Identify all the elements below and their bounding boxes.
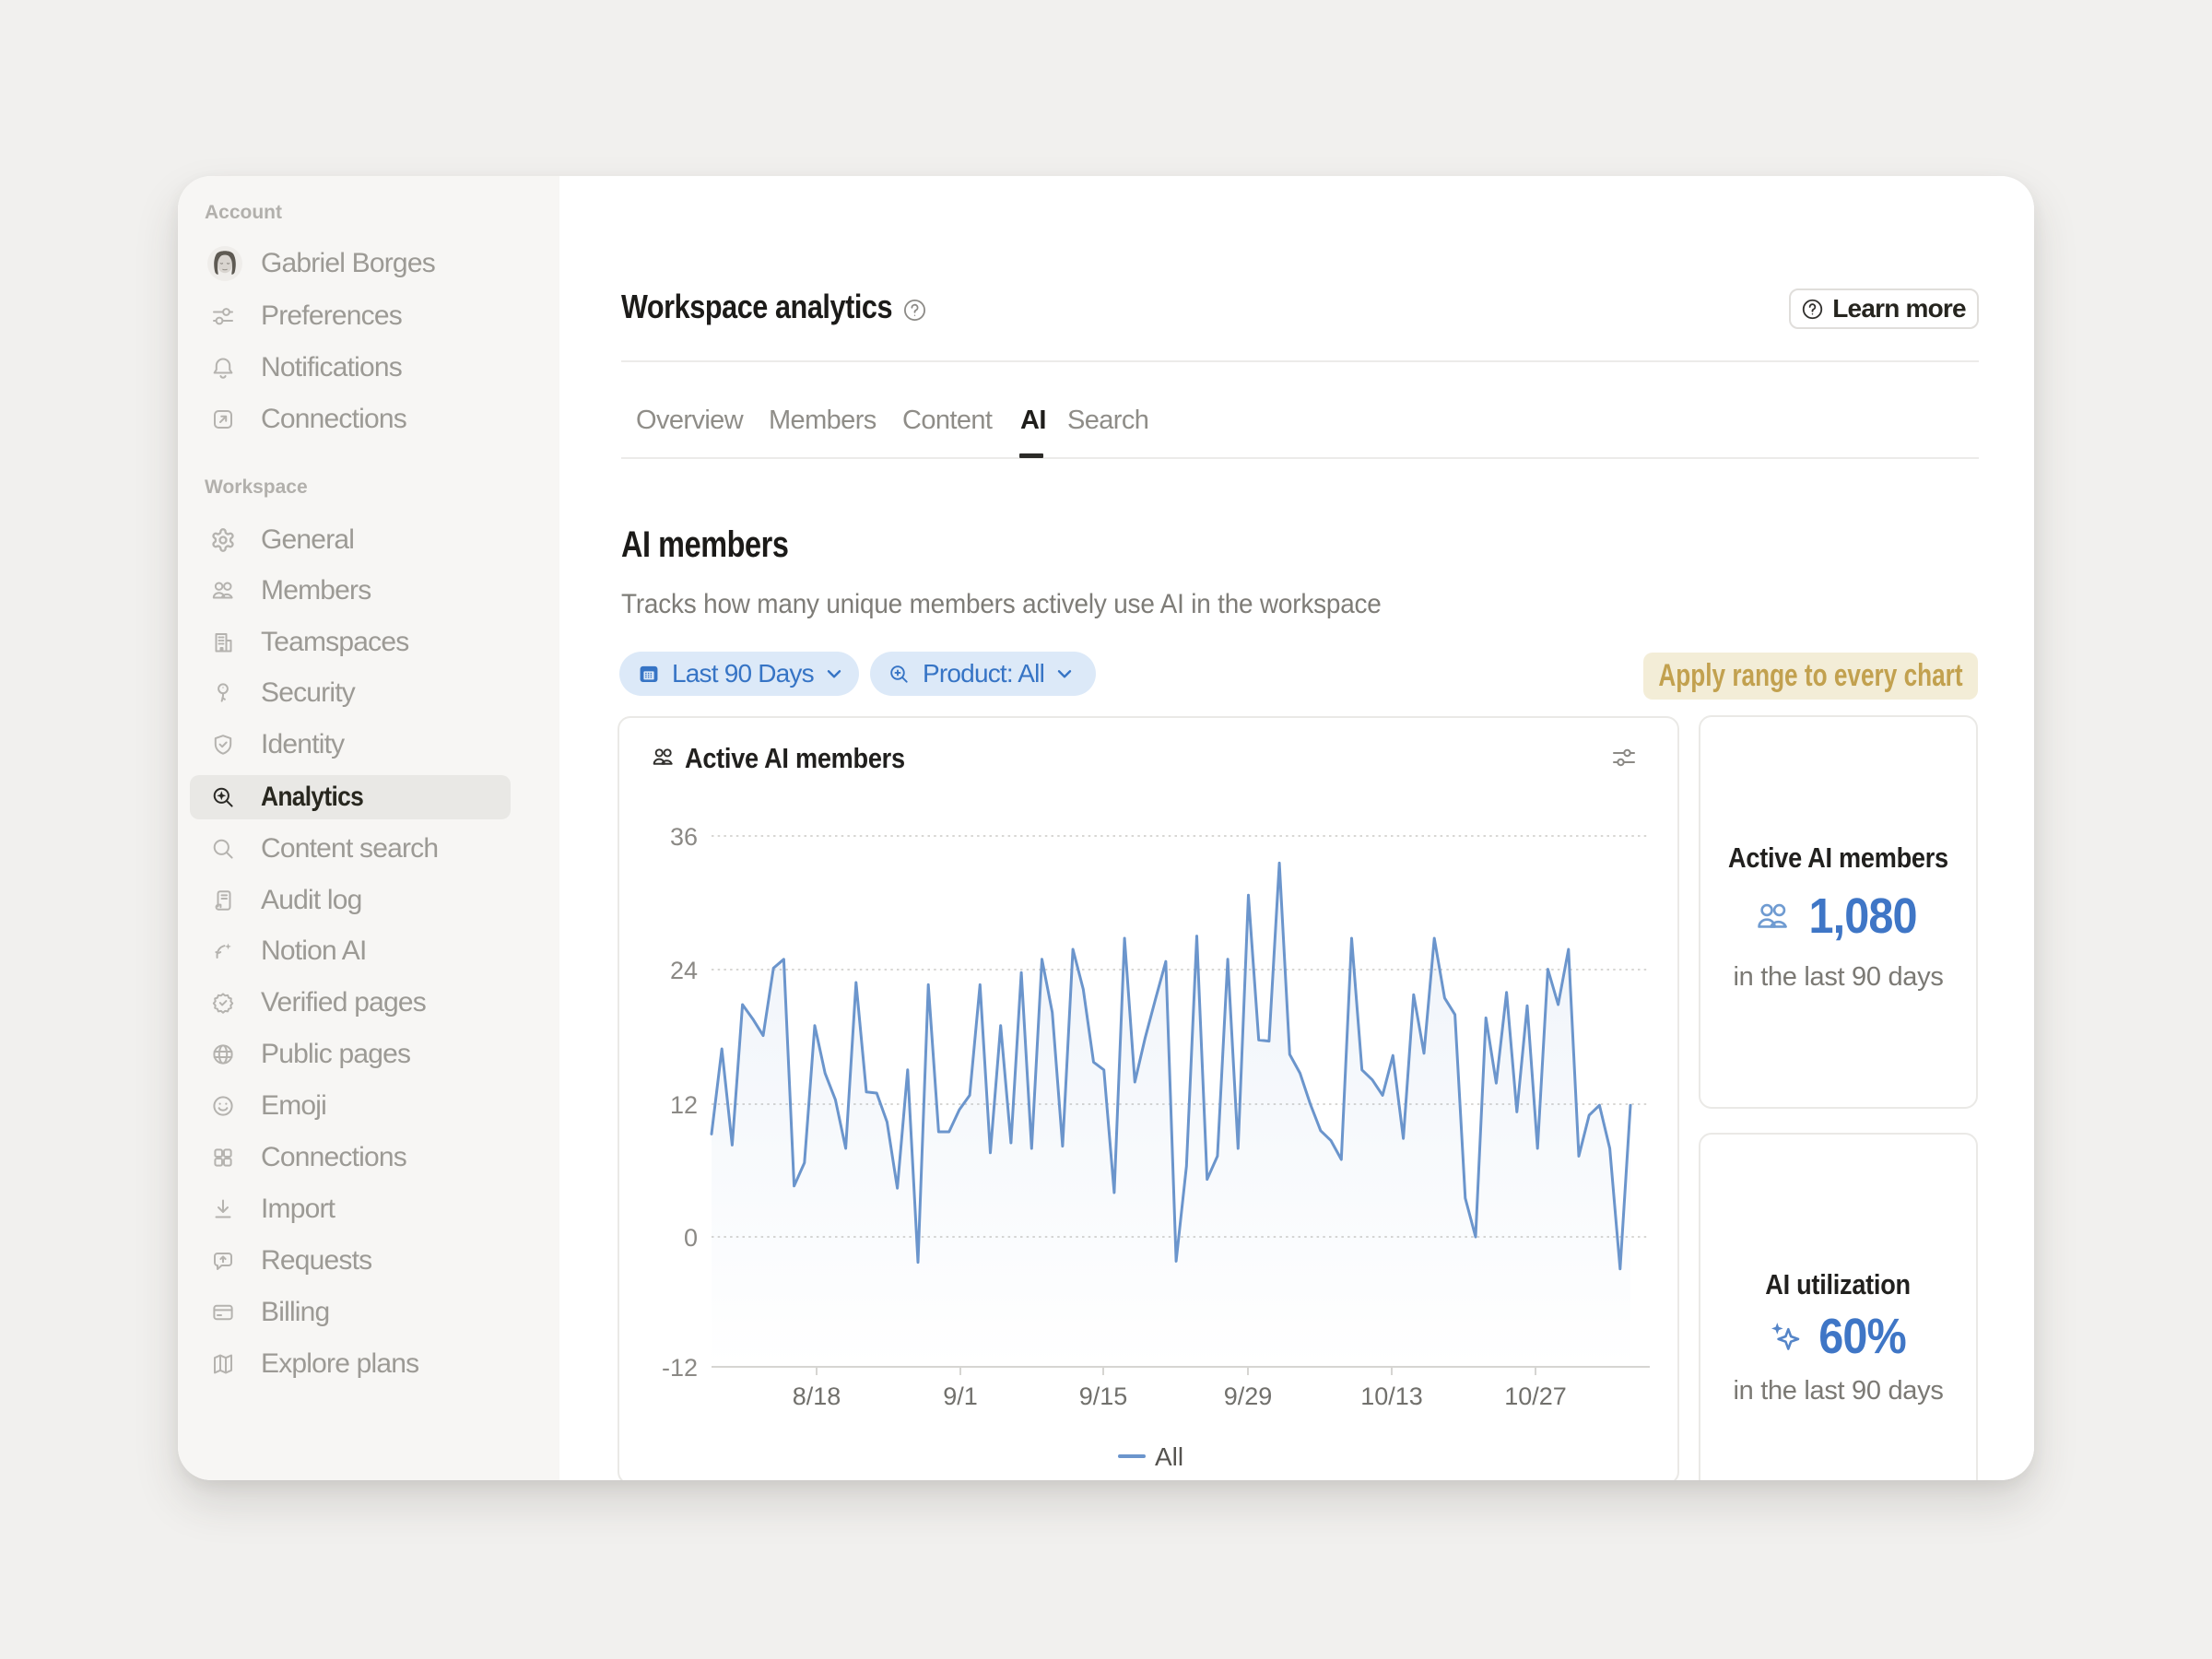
svg-text:10/13: 10/13 [1360, 1382, 1423, 1410]
svg-text:-12: -12 [662, 1354, 698, 1382]
svg-text:8/18: 8/18 [793, 1382, 841, 1410]
svg-text:24: 24 [670, 957, 698, 984]
svg-text:0: 0 [684, 1224, 698, 1252]
svg-text:9/15: 9/15 [1079, 1382, 1128, 1410]
svg-text:12: 12 [670, 1091, 698, 1119]
svg-text:9/1: 9/1 [943, 1382, 978, 1410]
svg-text:All: All [1155, 1442, 1183, 1471]
svg-text:9/29: 9/29 [1224, 1382, 1273, 1410]
svg-text:10/27: 10/27 [1504, 1382, 1567, 1410]
svg-text:36: 36 [670, 823, 698, 851]
